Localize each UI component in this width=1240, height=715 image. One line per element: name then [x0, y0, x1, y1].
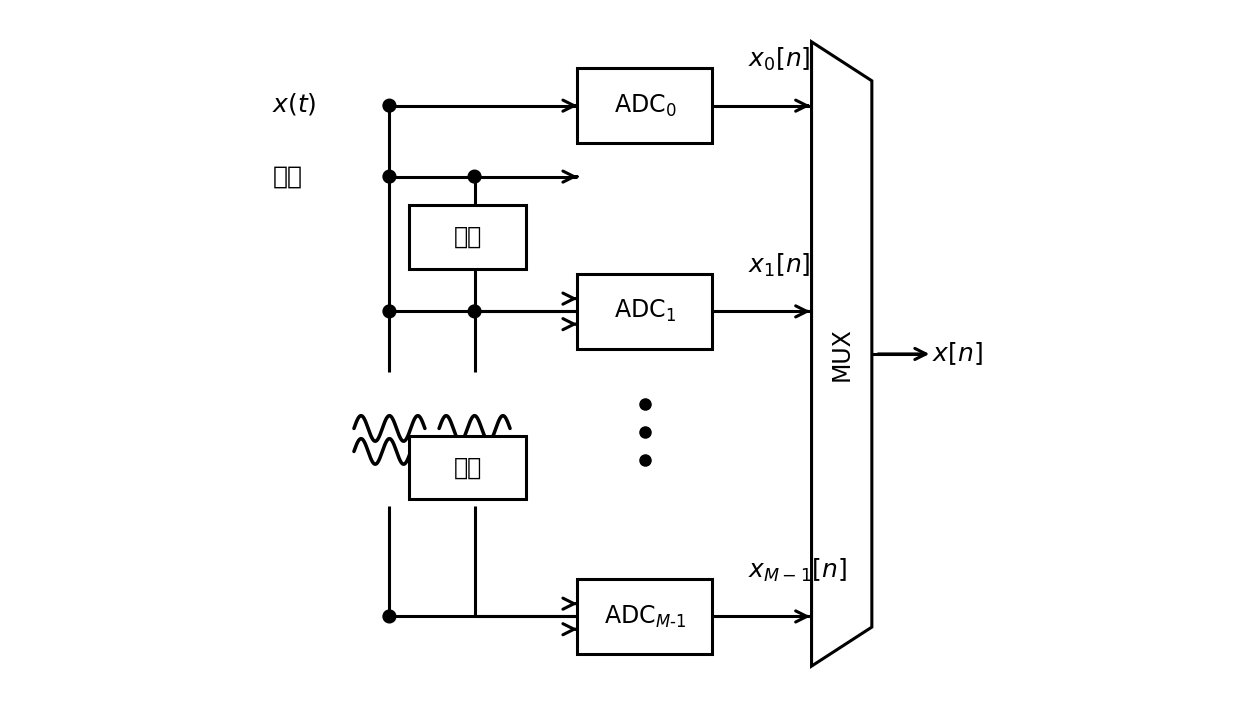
Text: $x(t)$: $x(t)$ [273, 92, 317, 117]
Text: $x[n]$: $x[n]$ [932, 340, 983, 368]
Text: ADC$_1$: ADC$_1$ [614, 298, 676, 325]
Text: 延时: 延时 [454, 455, 481, 480]
FancyBboxPatch shape [409, 435, 526, 499]
Circle shape [469, 305, 481, 317]
Circle shape [383, 99, 396, 112]
Text: 时钟: 时钟 [273, 164, 303, 189]
Text: ADC$_{M\text{-}1}$: ADC$_{M\text{-}1}$ [604, 603, 686, 629]
Text: MUX: MUX [830, 327, 853, 381]
Text: 延时: 延时 [454, 225, 481, 249]
Text: $x_{M-1}[n]$: $x_{M-1}[n]$ [748, 557, 847, 584]
Circle shape [383, 170, 396, 183]
Circle shape [383, 305, 396, 317]
Text: ADC$_0$: ADC$_0$ [614, 92, 676, 119]
FancyBboxPatch shape [578, 69, 712, 143]
Text: $x_1[n]$: $x_1[n]$ [748, 252, 810, 279]
Polygon shape [811, 41, 872, 666]
FancyBboxPatch shape [578, 579, 712, 654]
Circle shape [469, 170, 481, 183]
FancyBboxPatch shape [409, 205, 526, 269]
Circle shape [383, 610, 396, 623]
Text: $x_0[n]$: $x_0[n]$ [748, 46, 810, 73]
FancyBboxPatch shape [578, 274, 712, 349]
